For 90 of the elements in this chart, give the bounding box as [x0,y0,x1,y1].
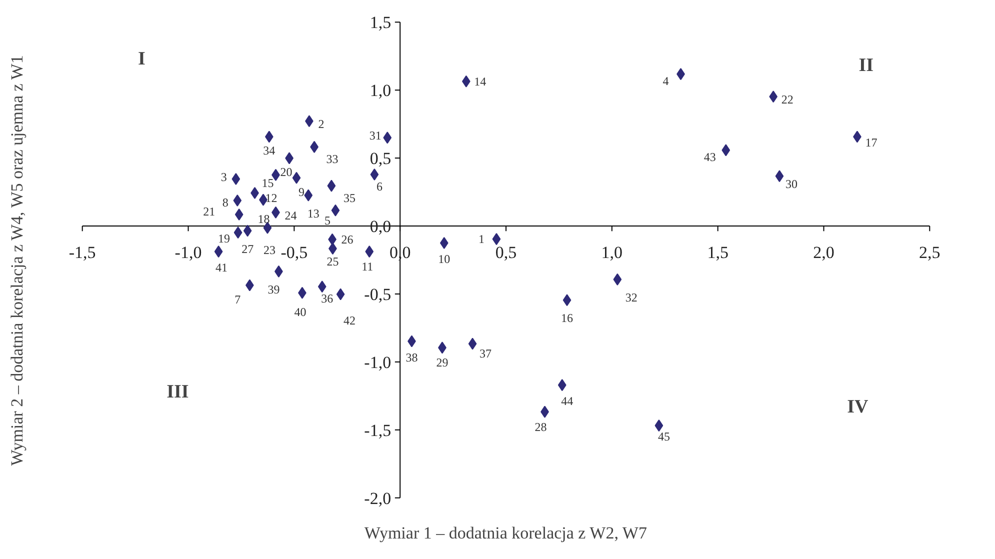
annotation: 13 [307,206,320,220]
annotation: 44 [561,394,574,408]
annotation: 18 [258,212,270,226]
annotation: 8 [222,195,228,210]
point [722,144,730,156]
annotation: 32 [625,290,638,304]
annotation: 10 [438,252,450,266]
point [327,180,336,192]
annotation: 30 [785,177,798,192]
x-tick-label: 0,5 [495,243,517,262]
annotation: 1 [478,232,484,246]
x-tick-label: -1,5 [68,243,96,262]
y-tick-label: -2,0 [364,488,392,508]
annotation: 23 [263,242,276,257]
point [243,224,252,237]
point [232,172,240,185]
annotation: II [858,55,874,76]
annotation: 9 [298,184,304,199]
y-axis-title: Wymiar 2 – dodatnia korelacja z W4, W5 oraz ujemna z W1 [8,55,26,466]
annotation: 14 [474,74,486,88]
annotation: 26 [341,232,354,246]
point [613,273,622,286]
point [775,170,784,182]
point [562,294,572,306]
annotation: 41 [216,260,228,275]
point [440,237,448,250]
point [383,132,392,144]
annotation: 17 [865,136,878,150]
annotation: 12 [265,190,278,205]
point [468,338,477,350]
point [234,208,244,220]
x-tick-label: -1,0 [174,243,202,262]
point [558,379,566,392]
annotation: 29 [436,356,448,370]
annotation: I [138,48,146,70]
annotation: 28 [534,420,547,434]
y-tick-label: -1,5 [364,420,392,440]
point [292,172,301,184]
annotation: 34 [263,144,276,158]
annotation: 11 [362,260,374,274]
annotation: 35 [343,190,356,205]
annotation: 31 [369,128,382,143]
point [331,204,340,216]
annotation: 45 [658,430,670,444]
annotation: 19 [218,232,230,246]
annotation: 21 [203,204,216,218]
annotation: 7 [234,292,241,306]
x-tick-label: 2,5 [919,243,940,262]
point [233,194,242,206]
point [370,168,379,181]
point [234,226,242,239]
annotation: 43 [704,150,716,164]
annotation: 4 [662,74,669,88]
y-tick-label: -1,0 [364,352,392,372]
y-tick-label: 1,0 [370,81,392,100]
annotation: 20 [280,165,292,180]
point [318,280,326,293]
x-tick-label: 2,0 [813,243,834,262]
y-tick-label: 0,5 [370,149,392,168]
annotation: 25 [326,254,339,269]
annotation: 24 [284,208,297,222]
annotation: 5 [324,213,330,228]
x-tick-label: -0,5 [280,243,308,262]
x-tick-label: 1,5 [707,243,728,262]
annotation: 27 [242,242,254,256]
annotation: 37 [480,346,492,361]
point [214,246,223,258]
annotation: 33 [326,152,338,166]
annotation: 39 [268,282,280,296]
annotation: IV [847,396,868,418]
annotation: 15 [262,176,274,190]
point [365,246,374,258]
annotation: 36 [321,292,334,306]
annotation: 22 [781,92,794,107]
point [336,288,345,300]
annotation: 40 [294,304,306,319]
x-axis-title: Wymiar 1 – dodatnia korelacja z W2, W7 [364,524,648,542]
annotation: 2 [318,117,324,132]
annotation: 3 [220,170,227,184]
annotation: 42 [344,313,356,328]
x-tick-label: 1,0 [601,243,623,262]
annotation: 16 [561,311,574,326]
annotation: 38 [406,350,418,364]
annotation: III [166,381,189,402]
y-tick-label: -0,5 [364,284,392,304]
point [492,233,501,246]
point [654,420,664,432]
annotation: 6 [376,180,382,194]
point [304,189,313,202]
y-tick-label: 1,5 [370,13,392,32]
